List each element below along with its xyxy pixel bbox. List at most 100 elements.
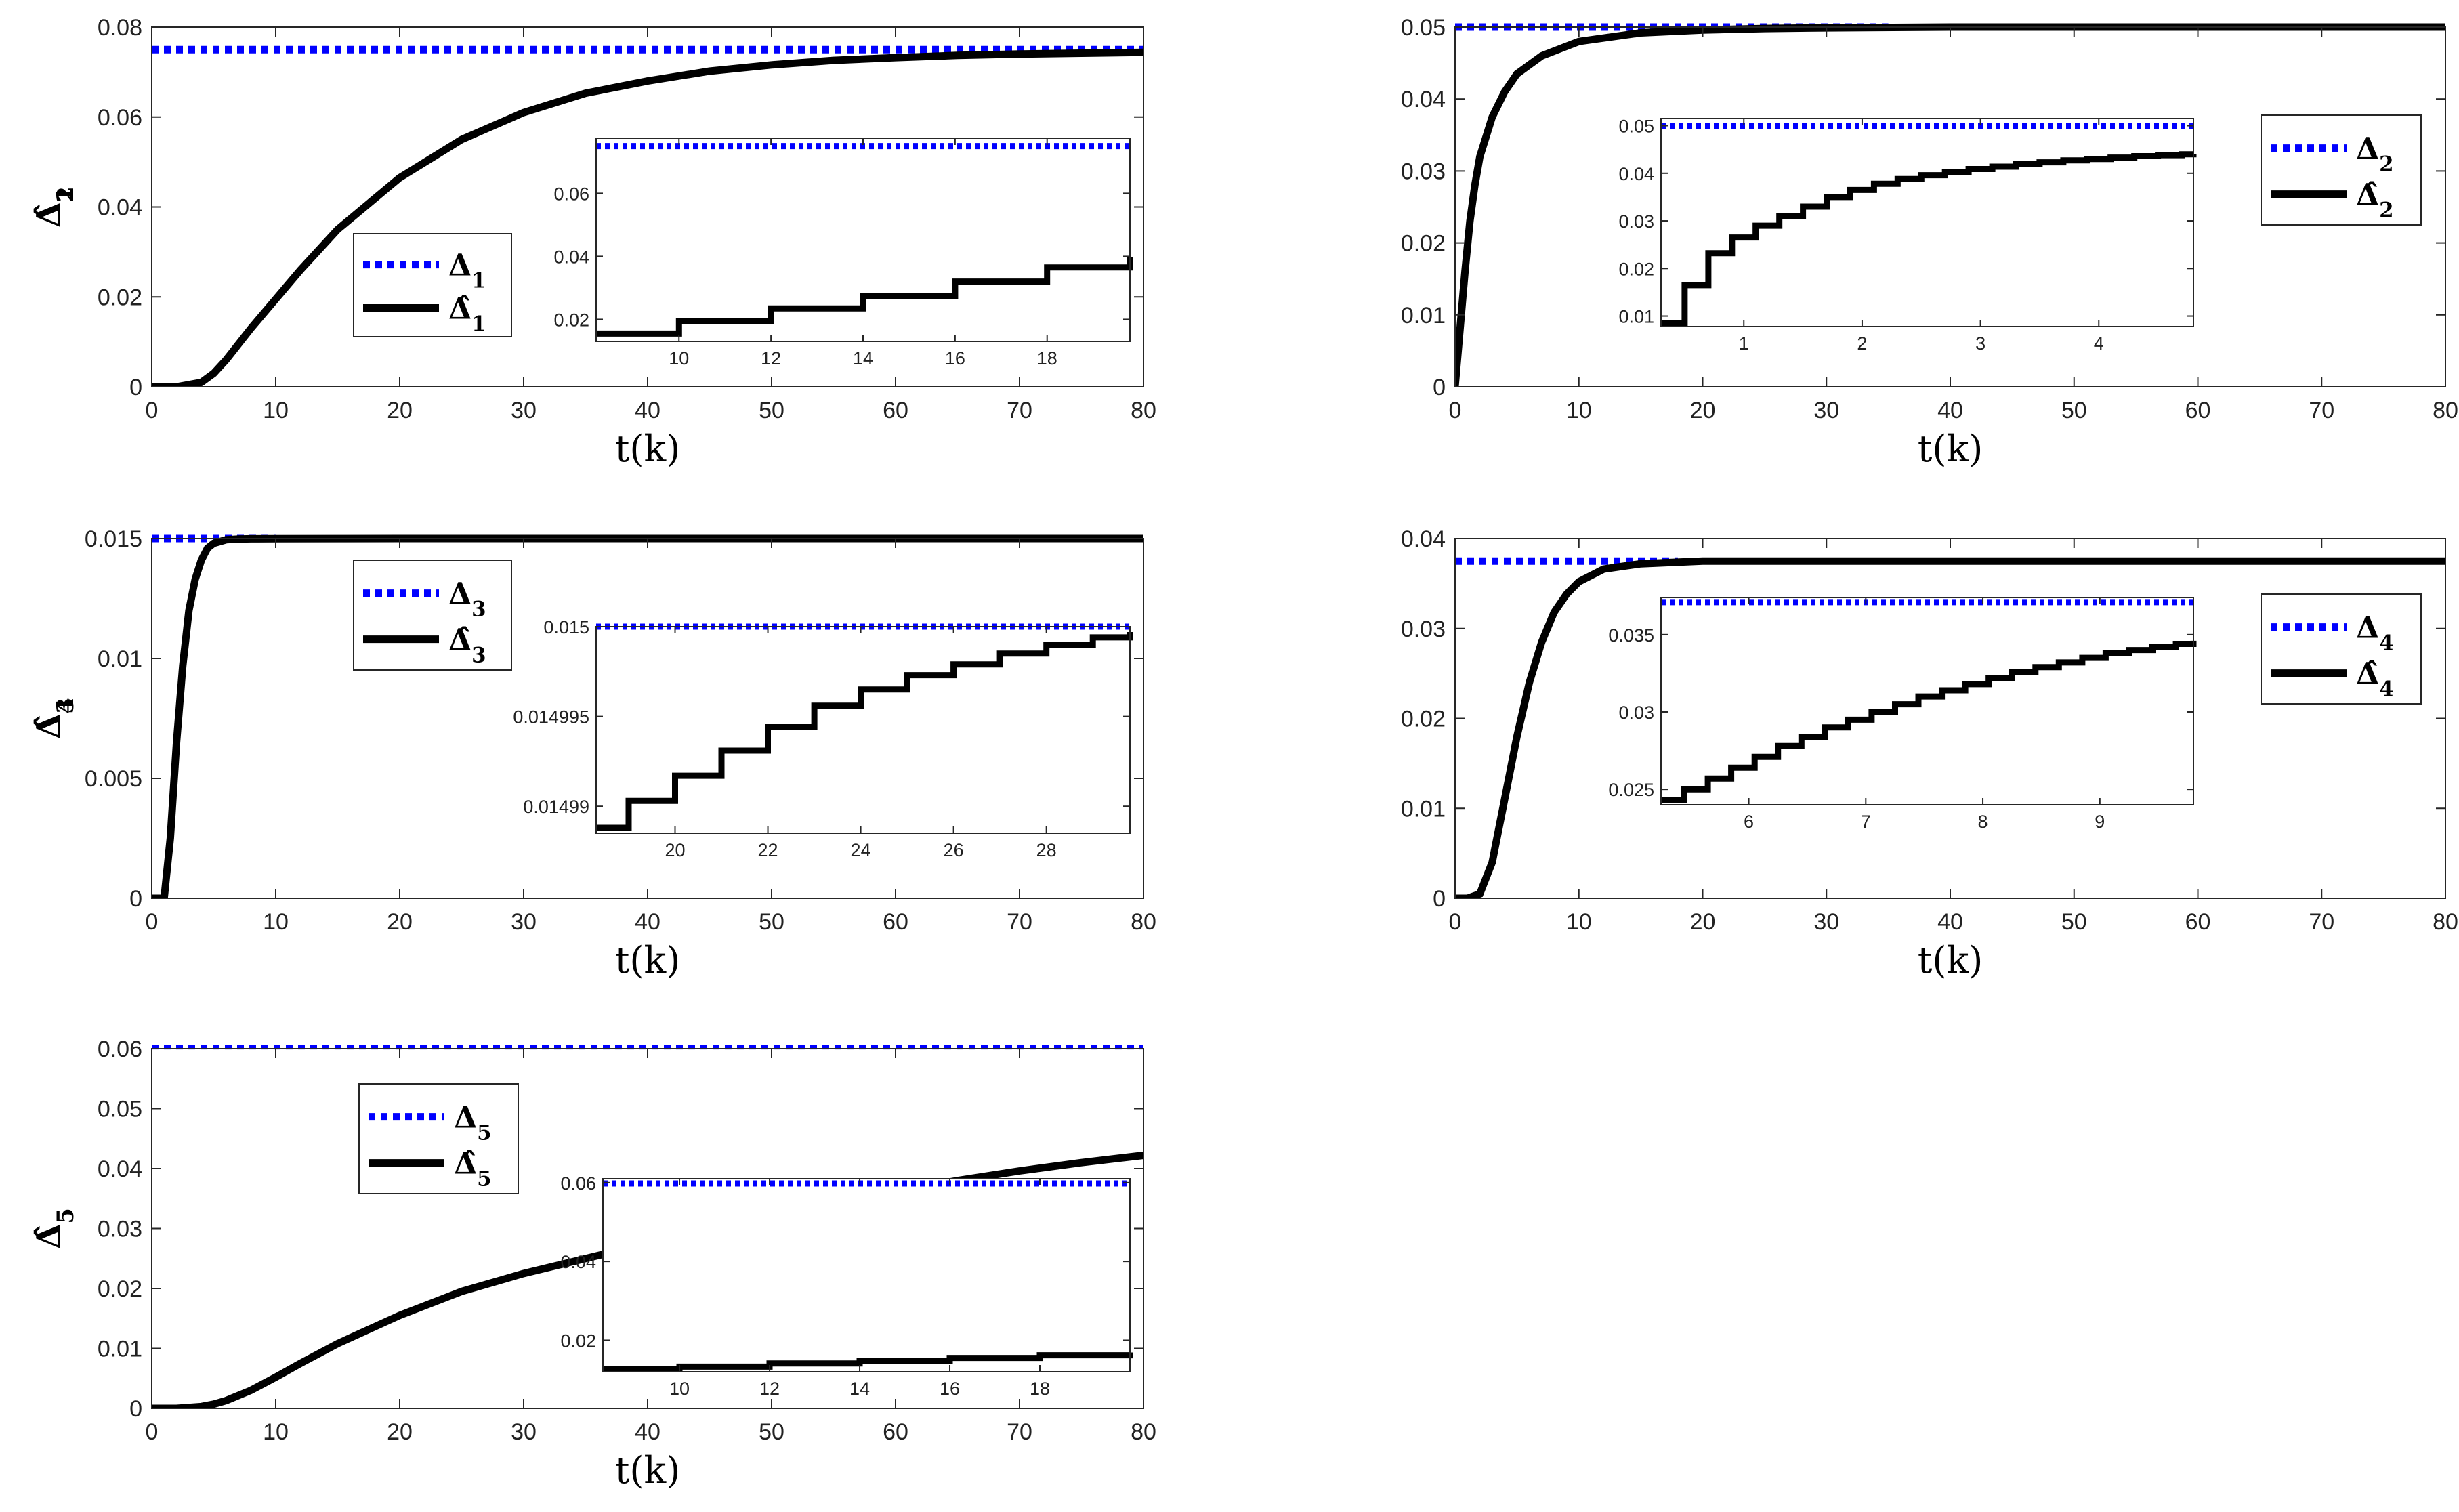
legend-estimate-label: Δ̂4 (2356, 657, 2394, 702)
inset-axes-frame (1660, 597, 2194, 805)
y-tick-label: 0.05 (1401, 15, 1446, 41)
x-tick-label: 60 (2185, 909, 2211, 935)
legend-box (353, 560, 512, 671)
x-tick-label: 30 (511, 1419, 537, 1445)
inset-background (603, 1179, 1130, 1372)
x-tick-label: 30 (1813, 909, 1839, 935)
inset-x-tick-label: 14 (849, 1379, 870, 1399)
inset-series-estimate-line (596, 257, 1133, 337)
x-tick-label: 0 (146, 1419, 159, 1445)
inset-x-tick-label: 28 (1036, 840, 1057, 860)
inset-x-tick-label: 1 (1739, 333, 1749, 354)
inset-x-tick-label: 18 (1030, 1379, 1050, 1399)
x-tick-label: 0 (146, 398, 159, 423)
legend-estimate-label: Δ̂5 (454, 1147, 492, 1192)
legend-reference-label: Δ1 (448, 249, 486, 293)
x-axis-label: t(k) (615, 939, 681, 982)
inset-background (1661, 119, 2193, 327)
inset-x-tick-label: 22 (758, 840, 778, 860)
inset-y-tick-label: 0.04 (553, 247, 589, 267)
inset-x-tick-label: 9 (2095, 812, 2105, 832)
inset-plot: 20 22 24 26 28 0.01499 0.014995 0.015 (513, 617, 1133, 860)
y-tick-label: 0.005 (85, 766, 142, 792)
x-tick-label: 60 (883, 909, 908, 935)
x-tick-label: 0 (1449, 909, 1462, 935)
inset-y-tick-label: 0.06 (560, 1173, 596, 1194)
y-tick-label: 0.02 (1401, 707, 1446, 732)
inset-plot: 10 12 14 16 18 0.02 0.04 0.06 (560, 1173, 1133, 1399)
x-tick-label: 50 (759, 909, 784, 935)
legend-reference-label: Δ2 (2356, 132, 2394, 177)
y-tick-label: 0.01 (1401, 303, 1446, 329)
inset-x-tick-label: 2 (1857, 333, 1867, 354)
x-tick-label: 70 (1007, 1419, 1032, 1445)
chart-panel-5: 0 10 20 30 40 50 60 70 80 0 0.01 0.02 0.03 0.04 0.05 0.… (30, 1036, 1156, 1492)
legend-box (358, 1083, 519, 1194)
inset-x-tick-label: 3 (1975, 333, 1985, 354)
y-tick-label: 0.04 (1401, 87, 1446, 112)
inset-x-tick-label: 12 (759, 1379, 780, 1399)
y-tick-label: 0.03 (98, 1217, 142, 1242)
chart-panel-1: 0 10 20 30 40 50 60 70 80 0 0.02 0.04 0.06 0.08 t(k) Δ̂… (30, 15, 1156, 470)
y-tick-label: 0.08 (98, 15, 142, 41)
y-tick-label: 0.03 (1401, 616, 1446, 642)
chart-panel-4: 0 10 20 30 40 50 60 70 8000.010.020.030.04t(k)Δ̂… (30, 526, 2458, 982)
x-tick-label: 60 (883, 398, 908, 423)
inset-x-tick-label: 10 (669, 348, 689, 369)
y-tick-label: 0.02 (98, 1276, 142, 1302)
x-tick-label: 60 (2185, 398, 2211, 423)
inset-y-tick-label: 0.01 (1618, 307, 1654, 327)
inset-y-tick-label: 0.04 (560, 1252, 596, 1272)
legend-box (2261, 114, 2422, 226)
legend: Δ3Δ̂3 (353, 560, 512, 671)
y-tick-label: 0.01 (98, 1337, 142, 1362)
inset-series-estimate-line (596, 632, 1133, 831)
legend-estimate-label: Δ̂1 (448, 291, 486, 336)
chart-panel-3: 0 10 20 30 40 50 60 70 80 0 0.005 0.01 0.015 t(k) Δ̂3 2… (30, 526, 1156, 982)
x-tick-label: 20 (387, 909, 413, 935)
inset-y-tick-label: 0.015 (543, 617, 589, 637)
inset-y-tick-label: 0.02 (1618, 259, 1654, 279)
legend: Δ5Δ̂5 (358, 1083, 519, 1194)
inset-series-estimate-line (1661, 151, 2197, 327)
y-tick-label: 0.04 (98, 1156, 142, 1182)
legend-box (2261, 593, 2422, 705)
inset-x-tick-label: 26 (944, 840, 964, 860)
x-tick-label: 0 (1449, 398, 1462, 423)
x-tick-label: 80 (1131, 1419, 1156, 1445)
x-axis-label: t(k) (1918, 427, 1983, 470)
y-tick-label: 0.04 (1401, 526, 1446, 552)
inset-y-tick-label: 0.06 (553, 184, 589, 204)
x-tick-label: 0 (146, 909, 159, 935)
inset-axes-frame (595, 626, 1131, 834)
inset-x-tick-label: 4 (2094, 333, 2104, 354)
x-tick-label: 40 (1937, 909, 1963, 935)
x-axis-label: t(k) (615, 1449, 681, 1492)
inset-y-tick-label: 0.014995 (513, 707, 589, 728)
y-tick-label: 0.03 (1401, 159, 1446, 184)
y-axis-label: Δ̂3 (30, 698, 79, 739)
inset-background (1661, 597, 2193, 805)
inset-x-tick-label: 16 (945, 348, 965, 369)
legend-estimate-label: Δ̂3 (448, 623, 486, 668)
inset-y-tick-label: 0.03 (1618, 211, 1654, 232)
inset-y-tick-label: 0.035 (1608, 625, 1654, 646)
chart-panel-2: 0 10 20 30 40 50 60 70 8000.010.020.030.040.05t(… (30, 15, 2458, 470)
inset-y-tick-label: 0.02 (560, 1330, 596, 1351)
inset-series-estimate-line (1661, 640, 2197, 803)
x-tick-label: 50 (759, 398, 784, 423)
x-tick-label: 70 (1007, 398, 1032, 423)
x-tick-label: 40 (635, 1419, 660, 1445)
x-tick-label: 10 (263, 909, 289, 935)
y-tick-label: 0.06 (98, 105, 142, 131)
inset-x-tick-label: 14 (853, 348, 873, 369)
y-tick-label: 0.06 (98, 1036, 142, 1062)
y-tick-label: 0 (1433, 375, 1446, 400)
x-tick-label: 20 (387, 398, 413, 423)
x-tick-label: 80 (1131, 398, 1156, 423)
x-tick-label: 30 (1813, 398, 1839, 423)
x-axis-label: t(k) (1918, 939, 1983, 982)
inset-x-tick-label: 12 (761, 348, 781, 369)
y-axis-label: Δ̂2 (30, 186, 79, 228)
x-tick-label: 50 (2061, 909, 2087, 935)
